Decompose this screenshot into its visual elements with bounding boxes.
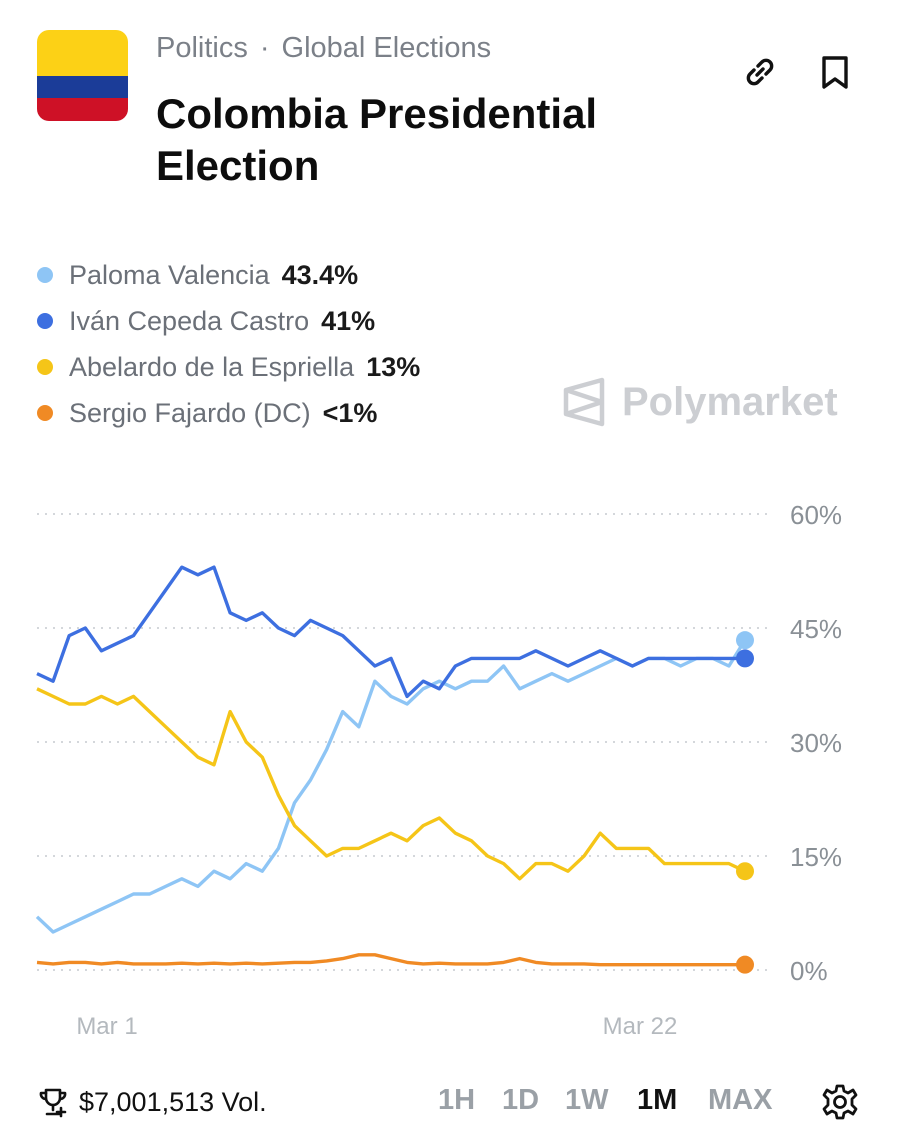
- legend-item-abelardo-de-la-espriella: Abelardo de la Espriella 13%: [37, 344, 420, 390]
- bookmark-icon: [822, 56, 848, 89]
- legend-pct: 13%: [366, 351, 421, 382]
- colombia-flag-icon: [37, 30, 128, 121]
- series-line: [36, 565, 745, 699]
- y-tick-label: 0%: [790, 956, 828, 986]
- y-axis-ticks: 60% 45% 30% 15% 0%: [790, 500, 842, 986]
- page-title: Colombia Presidential Election: [156, 90, 598, 189]
- y-tick-label: 30%: [790, 728, 842, 758]
- trophy-icon: [39, 1088, 67, 1118]
- series-end-dot: [736, 649, 754, 668]
- series-line: [35, 639, 747, 934]
- legend-dot: [37, 405, 53, 421]
- y-tick-label: 60%: [790, 500, 842, 530]
- link-icon: [746, 58, 774, 86]
- series-line: [36, 687, 746, 881]
- legend-pct: 41%: [321, 305, 376, 336]
- legend-name: Abelardo de la Espriella: [69, 351, 355, 382]
- legend-name: Paloma Valencia: [69, 259, 270, 290]
- polymarket-logo-icon: [563, 377, 605, 427]
- range-1m-button[interactable]: 1M: [637, 1084, 678, 1116]
- series-end-dot: [736, 862, 754, 881]
- chart-lines: [35, 565, 754, 974]
- breadcrumb-global-elections[interactable]: Global Elections: [281, 32, 492, 64]
- range-max-button[interactable]: MAX: [708, 1084, 773, 1116]
- y-tick-label: 15%: [790, 842, 842, 872]
- copy-link-button[interactable]: [740, 52, 780, 92]
- x-axis-ticks: Mar 1 Mar 22: [76, 1013, 677, 1040]
- legend-pct: 43.4%: [281, 259, 359, 290]
- series-end-dot: [736, 631, 754, 650]
- x-tick-label: Mar 22: [603, 1013, 678, 1040]
- footer: $7,001,513 Vol. 1H 1D 1W 1M MAX: [0, 1076, 897, 1126]
- range-1w-button[interactable]: 1W: [565, 1084, 609, 1116]
- polymarket-watermark: Polymarket: [560, 376, 838, 428]
- legend-item-paloma-valencia: Paloma Valencia 43.4%: [37, 252, 420, 298]
- legend-dot: [37, 313, 53, 329]
- price-chart[interactable]: 60% 45% 30% 15% 0% Mar 1 Mar 22: [0, 480, 897, 1060]
- legend: Paloma Valencia 43.4% Iván Cepeda Castro…: [37, 252, 420, 436]
- chart-grid: [37, 513, 770, 971]
- breadcrumb-separator: ·: [259, 32, 270, 64]
- legend-dot: [37, 267, 53, 283]
- volume-text: $7,001,513 Vol.: [79, 1086, 267, 1117]
- legend-pct: <1%: [322, 397, 378, 428]
- x-tick-label: Mar 1: [76, 1013, 137, 1040]
- legend-item-sergio-fajardo: Sergio Fajardo (DC) <1%: [37, 390, 420, 436]
- gear-icon[interactable]: [820, 1082, 860, 1122]
- watermark-text: Polymarket: [622, 379, 838, 424]
- legend-item-ivan-cepeda-castro: Iván Cepeda Castro 41%: [37, 298, 420, 344]
- breadcrumb-politics[interactable]: Politics: [156, 32, 248, 64]
- breadcrumb: Politics · Global Elections: [156, 32, 491, 65]
- legend-name: Iván Cepeda Castro: [69, 305, 310, 336]
- bookmark-button[interactable]: [815, 52, 855, 92]
- volume: $7,001,513 Vol.: [37, 1086, 267, 1118]
- legend-name: Sergio Fajardo (DC): [69, 397, 311, 428]
- legend-dot: [37, 359, 53, 375]
- range-1h-button[interactable]: 1H: [438, 1084, 476, 1116]
- series-line: [36, 953, 745, 967]
- series-end-dot: [736, 955, 754, 974]
- range-1d-button[interactable]: 1D: [502, 1084, 540, 1116]
- y-tick-label: 45%: [790, 614, 842, 644]
